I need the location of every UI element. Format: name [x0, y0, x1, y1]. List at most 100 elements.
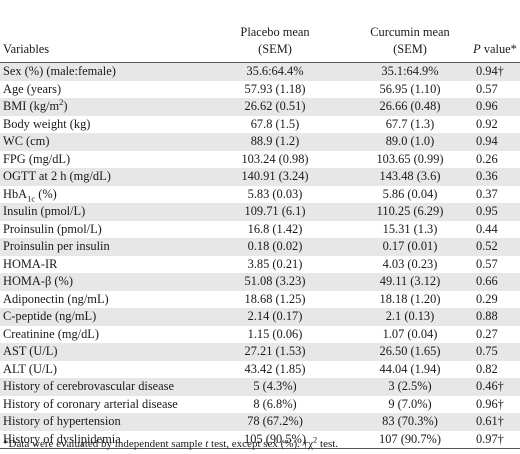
table-row: HbA1c (%) 5.83 (0.03) 5.86 (0.04) 0.37	[0, 186, 520, 204]
curcumin-cell: 103.65 (0.99)	[350, 151, 470, 169]
placebo-cell: 8 (6.8%)	[200, 396, 350, 414]
table-row: FPG (mg/dL) 103.24 (0.98) 103.65 (0.99) 0.2…	[0, 151, 520, 169]
curcumin-cell: 56.95 (1.10)	[350, 81, 470, 99]
curcumin-cell: 9 (7.0%)	[350, 396, 470, 414]
placebo-cell: 0.18 (0.02)	[200, 238, 350, 256]
p-value: 0.66	[476, 274, 498, 288]
row-label: Adiponectin (ng/mL)	[3, 291, 109, 306]
footnote-part1: *Data were evaluated by independent samp…	[3, 438, 206, 450]
p-value: 0.75	[476, 344, 498, 358]
p-value: 0.36	[476, 169, 498, 183]
p-value: 0.27	[476, 326, 498, 341]
placebo-value: 18.68 (1.25)	[244, 291, 306, 306]
curcumin-cell: 26.50 (1.65)	[350, 343, 470, 361]
table-row: History of cerebrovascular disease 5 (4.3…	[0, 378, 520, 396]
curcumin-cell: 89.0 (1.0)	[350, 133, 470, 151]
p-value: 0.57	[476, 81, 498, 96]
table-row: History of dyslipidemia 105 (90.5%) 107 (9…	[0, 430, 520, 449]
placebo-cell: 16.8 (1.42)	[200, 221, 350, 239]
p-value: 0.97†	[470, 430, 520, 449]
row-label: HOMA-IR	[3, 256, 58, 271]
header-row: Variables Placebo mean (SEM) Curcumin me…	[0, 14, 520, 63]
table-row: Body weight (kg) 67.8 (1.5) 67.7 (1.3) 0.92	[0, 116, 520, 134]
placebo-value: 109.71 (6.1)	[244, 204, 306, 218]
curcumin-value: 0.17 (0.01)	[382, 239, 438, 253]
header-curcumin: Curcumin mean (SEM)	[350, 14, 470, 63]
table-row: Insulin (pmol/L) 109.71 (6.1) 110.25 (6.29…	[0, 203, 520, 221]
row-label: C-peptide (ng/mL)	[3, 309, 97, 323]
row-label: Creatinine (mg/dL)	[3, 326, 99, 341]
table-row: WC (cm) 88.9 (1.2) 89.0 (1.0) 0.94	[0, 133, 520, 151]
header-placebo-line1: Placebo mean	[240, 25, 310, 39]
p-value: 0.57	[476, 256, 498, 271]
placebo-value: 35.6:64.4%	[246, 64, 304, 78]
curcumin-cell: 26.66 (0.48)	[350, 98, 470, 116]
placebo-value: 5 (4.3%)	[253, 379, 297, 393]
placebo-cell: 78 (67.2%)	[200, 413, 350, 431]
baseline-characteristics-table: Variables Placebo mean (SEM) Curcumin me…	[0, 14, 520, 449]
table-footnote: *Data were evaluated by independent samp…	[3, 435, 338, 450]
placebo-value: 43.42 (1.85)	[244, 361, 306, 376]
row-label: Body weight (kg)	[3, 116, 91, 131]
table-row: BMI (kg/m2) 26.62 (0.51) 26.66 (0.48) 0.96	[0, 98, 520, 116]
table-row: AST (U/L) 27.21 (1.53) 26.50 (1.65) 0.75	[0, 343, 520, 361]
placebo-cell: 26.62 (0.51)	[200, 98, 350, 116]
placebo-value: 105 (90.5%)	[244, 431, 306, 446]
table-row: C-peptide (ng/mL) 2.14 (0.17) 2.1 (0.13) 0.…	[0, 308, 520, 326]
p-value: 0.37	[476, 186, 498, 201]
curcumin-cell: 3 (2.5%)	[350, 378, 470, 396]
curcumin-value: 35.1:64.9%	[381, 64, 439, 78]
curcumin-value: 5.86 (0.04)	[382, 186, 438, 201]
header-p-rest: value*	[480, 42, 517, 56]
header-placebo: Placebo mean (SEM)	[200, 14, 350, 63]
p-value: 0.92	[476, 116, 498, 131]
table-row: Age (years) 57.93 (1.18) 56.95 (1.10) 0.57	[0, 81, 520, 99]
header-p-letter: P	[473, 42, 481, 56]
curcumin-value: 3 (2.5%)	[388, 379, 432, 393]
curcumin-value: 143.48 (3.6)	[379, 169, 441, 183]
curcumin-cell: 107 (90.7%)	[350, 430, 470, 449]
p-value: 0.29	[476, 291, 498, 306]
curcumin-cell: 49.11 (3.12)	[350, 273, 470, 291]
row-label: OGTT at 2 h (mg/dL)	[3, 169, 111, 183]
curcumin-cell: 44.04 (1.94)	[350, 361, 470, 379]
row-label-text: (%)	[35, 186, 57, 201]
row-label: AST (U/L)	[3, 344, 58, 358]
curcumin-cell: 15.31 (1.3)	[350, 221, 470, 239]
row-label: Proinsulin (pmol/L)	[3, 221, 102, 236]
row-label-superscript: 2	[59, 96, 64, 107]
placebo-cell: 18.68 (1.25)	[200, 291, 350, 309]
placebo-cell: 51.08 (3.23)	[200, 273, 350, 291]
curcumin-value: 4.03 (0.23)	[382, 256, 438, 271]
row-label-subscript: 1c	[27, 192, 36, 203]
placebo-cell: 109.71 (6.1)	[200, 203, 350, 221]
placebo-cell: 67.8 (1.5)	[200, 116, 350, 134]
table-row: Proinsulin per insulin 0.18 (0.02) 0.17 (0…	[0, 238, 520, 256]
placebo-value: 0.18 (0.02)	[247, 239, 303, 253]
curcumin-cell: 67.7 (1.3)	[350, 116, 470, 134]
placebo-cell: 105 (90.5%)	[200, 430, 350, 449]
curcumin-value: 56.95 (1.10)	[379, 81, 441, 96]
curcumin-value: 107 (90.7%)	[379, 431, 441, 446]
curcumin-cell: 0.17 (0.01)	[350, 238, 470, 256]
p-value: 0.52	[476, 239, 498, 253]
table-row: Proinsulin (pmol/L) 16.8 (1.42) 15.31 (1.3…	[0, 221, 520, 239]
p-value: 0.94†	[476, 64, 504, 78]
placebo-cell: 103.24 (0.98)	[200, 151, 350, 169]
curcumin-value: 15.31 (1.3)	[382, 221, 438, 236]
row-label: Proinsulin per insulin	[3, 239, 110, 253]
p-value: 0.96	[476, 99, 498, 113]
p-value: 0.95	[476, 204, 498, 218]
p-value: 0.96†	[476, 396, 504, 411]
curcumin-cell: 110.25 (6.29)	[350, 203, 470, 221]
header-placebo-line2: (SEM)	[258, 42, 292, 56]
placebo-cell: 88.9 (1.2)	[200, 133, 350, 151]
curcumin-value: 49.11 (3.12)	[379, 274, 441, 288]
curcumin-cell: 2.1 (0.13)	[350, 308, 470, 326]
placebo-value: 27.21 (1.53)	[244, 344, 306, 358]
placebo-value: 103.24 (0.98)	[241, 151, 309, 166]
table-row: Adiponectin (ng/mL) 18.68 (1.25) 18.18 (1.…	[0, 291, 520, 309]
curcumin-cell: 18.18 (1.20)	[350, 291, 470, 309]
p-value: 0.61†	[476, 414, 504, 428]
